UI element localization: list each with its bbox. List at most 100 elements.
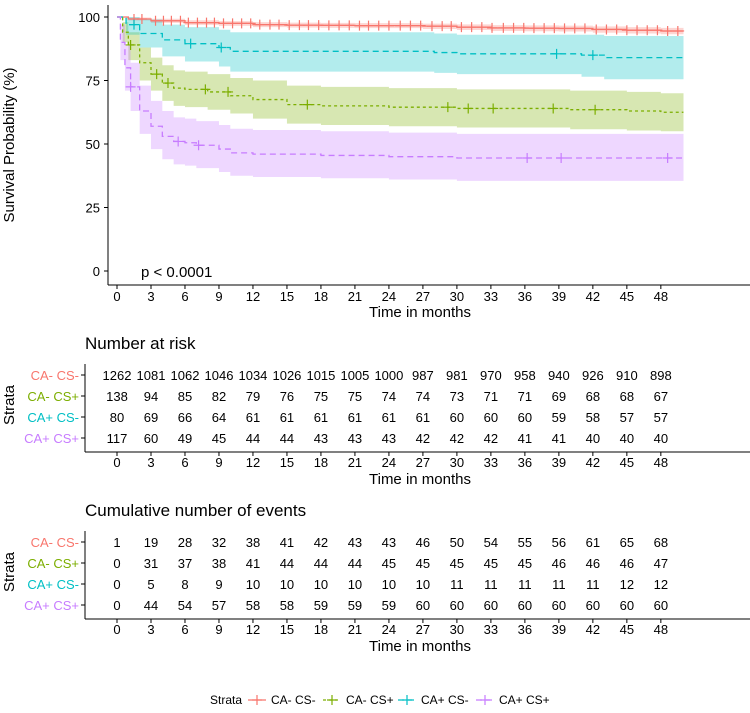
censor-ca-cs--1 bbox=[151, 69, 162, 80]
censor-ca-cs--30 bbox=[415, 20, 426, 31]
risk-x-tick-label-15: 15 bbox=[280, 455, 294, 470]
censor-ca-cs--41 bbox=[528, 23, 539, 34]
risk-x-tick-label-0: 0 bbox=[113, 455, 120, 470]
events-cell-ca-cs--15: 44 bbox=[280, 556, 294, 571]
risk-cell-ca-cs--45: 910 bbox=[616, 368, 638, 383]
censor-ca-cs--10 bbox=[590, 104, 601, 115]
risk-cell-ca-cs--6: 66 bbox=[178, 410, 192, 425]
risk-cell-ca-cs--18: 75 bbox=[314, 389, 328, 404]
events-cell-ca-cs--12: 41 bbox=[246, 556, 260, 571]
events-cell-ca-cs--21: 10 bbox=[348, 577, 362, 592]
km-x-tick-label-21: 21 bbox=[348, 289, 362, 304]
km-x-tick-label-30: 30 bbox=[450, 289, 464, 304]
events-cell-ca-cs--21: 44 bbox=[348, 556, 362, 571]
risk-cell-ca-cs--24: 61 bbox=[382, 410, 396, 425]
risk-cell-ca-cs--48: 57 bbox=[654, 410, 668, 425]
risk-cell-ca-cs--15: 1026 bbox=[272, 368, 301, 383]
events-cell-ca-cs--39: 11 bbox=[552, 577, 566, 592]
events-x-axis-label: Time in months bbox=[369, 638, 471, 655]
events-x-tick-label-12: 12 bbox=[246, 622, 260, 637]
p-value: p < 0.0001 bbox=[141, 264, 212, 281]
km-x-tick-label-48: 48 bbox=[654, 289, 668, 304]
risk-x-axis-label: Time in months bbox=[369, 471, 471, 488]
km-x-tick-label-6: 6 bbox=[181, 289, 188, 304]
events-cell-ca-cs--36: 55 bbox=[518, 535, 532, 550]
events-cell-ca-cs--0: 0 bbox=[113, 577, 120, 592]
events-x-tick-label-48: 48 bbox=[654, 622, 668, 637]
risk-x-tick-label-42: 42 bbox=[586, 455, 600, 470]
censor-ca-cs--31 bbox=[426, 21, 437, 32]
km-x-tick-label-24: 24 bbox=[382, 289, 396, 304]
km-x-tick-label-42: 42 bbox=[586, 289, 600, 304]
risk-cell-ca-cs--48: 40 bbox=[654, 431, 668, 446]
events-x-tick-label-33: 33 bbox=[484, 622, 498, 637]
risk-cell-ca-cs--12: 61 bbox=[246, 410, 260, 425]
risk-x-tick-label-36: 36 bbox=[518, 455, 532, 470]
risk-cell-ca-cs--21: 43 bbox=[348, 431, 362, 446]
events-cell-ca-cs--33: 54 bbox=[484, 535, 498, 550]
risk-x-ticks: 0 3 6 9 12 15 18 21 24 27 30 33 36 39 42 45 48 bbox=[113, 452, 668, 470]
risk-table-rows: CA- CS- 1262 1081 1062 1046 1034 1026 1015 1005 1… bbox=[24, 368, 672, 446]
events-cell-ca-cs--45: 46 bbox=[620, 556, 634, 571]
risk-cell-ca-cs--39: 59 bbox=[552, 410, 566, 425]
risk-cell-ca-cs--36: 958 bbox=[514, 368, 536, 383]
curve-ca-cs- bbox=[117, 16, 684, 159]
ci-band-ca-cs- bbox=[117, 17, 684, 132]
events-cell-ca-cs--24: 43 bbox=[382, 535, 396, 550]
censor-ca-cs--52 bbox=[642, 25, 653, 36]
events-cell-ca-cs--30: 45 bbox=[450, 556, 464, 571]
risk-cell-ca-cs--39: 41 bbox=[552, 431, 566, 446]
censor-ca-cs--13 bbox=[245, 18, 256, 29]
events-cell-ca-cs--48: 68 bbox=[654, 535, 668, 550]
censor-ca-cs--15 bbox=[264, 19, 275, 30]
risk-cell-ca-cs--45: 57 bbox=[620, 410, 634, 425]
events-cell-ca-cs--48: 60 bbox=[654, 598, 668, 613]
events-cell-ca-cs--36: 60 bbox=[518, 598, 532, 613]
risk-cell-ca-cs--30: 981 bbox=[446, 368, 468, 383]
risk-table-ylabel: Strata bbox=[1, 384, 18, 425]
censor-ca-cs--22 bbox=[334, 20, 345, 31]
censor-ca-cs--4 bbox=[166, 15, 177, 26]
events-cell-ca-cs--42: 11 bbox=[586, 577, 600, 592]
risk-cell-ca-cs--21: 1005 bbox=[340, 368, 369, 383]
censor-ca-cs--20 bbox=[313, 20, 324, 31]
risk-x-tick-label-9: 9 bbox=[215, 455, 222, 470]
km-x-tick-label-12: 12 bbox=[246, 289, 260, 304]
censor-ca-cs--6 bbox=[442, 102, 453, 113]
events-x-tick-label-24: 24 bbox=[382, 622, 396, 637]
events-x-tick-label-45: 45 bbox=[620, 622, 634, 637]
risk-cell-ca-cs--48: 898 bbox=[650, 368, 672, 383]
events-cell-ca-cs--0: 1 bbox=[113, 535, 120, 550]
risk-cell-ca-cs--18: 43 bbox=[314, 431, 328, 446]
events-cell-ca-cs--12: 58 bbox=[246, 598, 260, 613]
risk-cell-ca-cs--30: 60 bbox=[450, 410, 464, 425]
events-x-tick-label-18: 18 bbox=[314, 622, 328, 637]
events-cell-ca-cs--24: 45 bbox=[382, 556, 396, 571]
events-cell-ca-cs--42: 61 bbox=[586, 535, 600, 550]
risk-cell-ca-cs--0: 1262 bbox=[103, 368, 132, 383]
risk-cell-ca-cs--15: 76 bbox=[280, 389, 294, 404]
events-cell-ca-cs--18: 59 bbox=[314, 598, 328, 613]
events-cell-ca-cs--3: 19 bbox=[144, 535, 158, 550]
events-cell-ca-cs--15: 10 bbox=[280, 577, 294, 592]
events-cell-ca-cs--21: 59 bbox=[348, 598, 362, 613]
censor-ca-cs--47 bbox=[591, 24, 602, 35]
km-x-tick-label-36: 36 bbox=[518, 289, 532, 304]
events-cell-ca-cs--21: 43 bbox=[348, 535, 362, 550]
events-x-tick-label-27: 27 bbox=[416, 622, 430, 637]
censor-ca-cs--4 bbox=[223, 86, 234, 97]
events-cell-ca-cs--27: 45 bbox=[416, 556, 430, 571]
events-x-ticks: 0 3 6 9 12 15 18 21 24 27 30 33 36 39 42 45 48 bbox=[113, 619, 668, 637]
censor-ca-cs--43 bbox=[549, 23, 560, 34]
risk-cell-ca-cs--42: 926 bbox=[582, 368, 604, 383]
censor-ca-cs--34 bbox=[456, 22, 467, 33]
risk-cell-ca-cs--48: 67 bbox=[654, 389, 668, 404]
events-cell-ca-cs--0: 0 bbox=[113, 556, 120, 571]
censor-ca-cs--9 bbox=[209, 17, 220, 28]
censor-ca-cs--48 bbox=[601, 24, 612, 35]
risk-cell-ca-cs--12: 44 bbox=[246, 431, 260, 446]
events-cell-ca-cs--18: 44 bbox=[314, 556, 328, 571]
ci-band-ca-cs- bbox=[117, 17, 684, 80]
censor-ca-cs--45 bbox=[569, 23, 580, 34]
censor-ca-cs--10 bbox=[218, 18, 229, 29]
